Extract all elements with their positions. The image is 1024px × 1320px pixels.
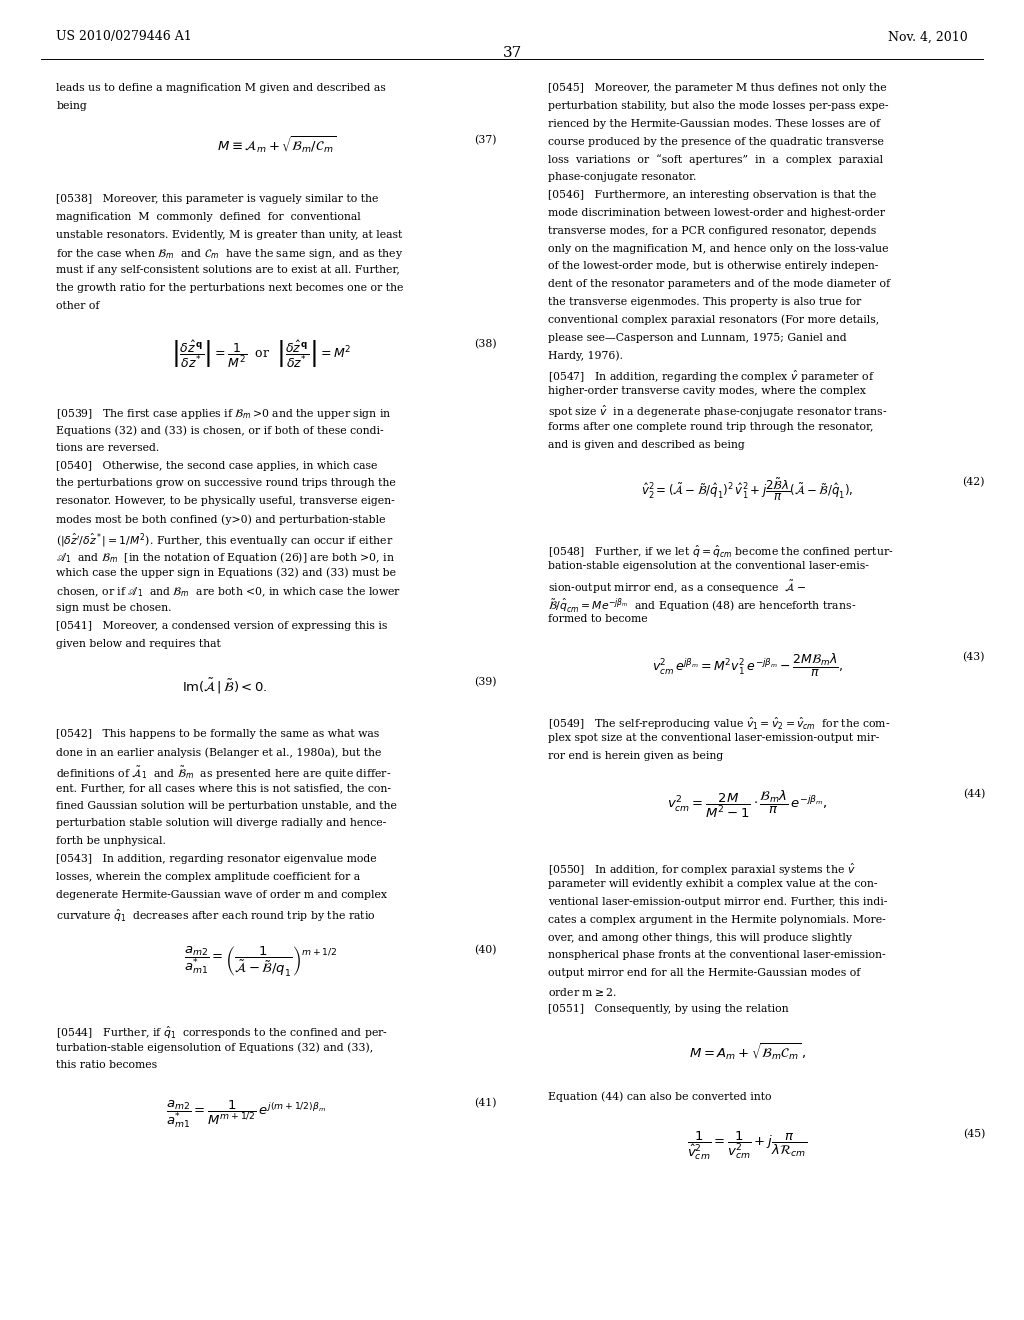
Text: [0548]   Further, if we let $\hat{q}=\hat{q}_{cm}$ become the confined pertur-: [0548] Further, if we let $\hat{q}=\hat{… xyxy=(548,543,894,560)
Text: ventional laser-emission-output mirror end. Further, this indi-: ventional laser-emission-output mirror e… xyxy=(548,896,887,907)
Text: (42): (42) xyxy=(963,477,985,487)
Text: leads us to define a magnification M given and described as: leads us to define a magnification M giv… xyxy=(56,83,386,94)
Text: magnification  M  commonly  defined  for  conventional: magnification M commonly defined for con… xyxy=(56,211,361,222)
Text: the transverse eigenmodes. This property is also true for: the transverse eigenmodes. This property… xyxy=(548,297,861,308)
Text: higher-order transverse cavity modes, where the complex: higher-order transverse cavity modes, wh… xyxy=(548,385,865,396)
Text: phase-conjugate resonator.: phase-conjugate resonator. xyxy=(548,172,696,182)
Text: over, and among other things, this will produce slightly: over, and among other things, this will … xyxy=(548,932,852,942)
Text: perturbation stable solution will diverge radially and hence-: perturbation stable solution will diverg… xyxy=(56,818,387,829)
Text: unstable resonators. Evidently, M is greater than unity, at least: unstable resonators. Evidently, M is gre… xyxy=(56,230,402,240)
Text: degenerate Hermite-Gaussian wave of order m and complex: degenerate Hermite-Gaussian wave of orde… xyxy=(56,890,387,900)
Text: $\tilde{\mathcal{B}}/\hat{q}_{cm}^{\,}=Me^{-j\beta_m}$  and Equation (48) are he: $\tilde{\mathcal{B}}/\hat{q}_{cm}^{\,}=M… xyxy=(548,597,856,615)
Text: conventional complex paraxial resonators (For more details,: conventional complex paraxial resonators… xyxy=(548,314,879,326)
Text: [0551]   Consequently, by using the relation: [0551] Consequently, by using the relati… xyxy=(548,1003,788,1014)
Text: ent. Further, for all cases where this is not satisfied, the con-: ent. Further, for all cases where this i… xyxy=(56,783,391,793)
Text: Hardy, 1976).: Hardy, 1976). xyxy=(548,350,623,362)
Text: bation-stable eigensolution at the conventional laser-emis-: bation-stable eigensolution at the conve… xyxy=(548,561,868,572)
Text: must if any self-consistent solutions are to exist at all. Further,: must if any self-consistent solutions ar… xyxy=(56,265,400,276)
Text: [0546]   Furthermore, an interesting observation is that the: [0546] Furthermore, an interesting obser… xyxy=(548,190,877,201)
Text: [0544]   Further, if $\hat{q}_1$  corresponds to the confined and per-: [0544] Further, if $\hat{q}_1$ correspon… xyxy=(56,1024,388,1040)
Text: $M \equiv \mathcal{A}_m + \sqrt{\mathcal{B}_m/\mathcal{C}_m}$: $M \equiv \mathcal{A}_m + \sqrt{\mathcal… xyxy=(217,135,336,156)
Text: mode discrimination between lowest-order and highest-order: mode discrimination between lowest-order… xyxy=(548,207,885,218)
Text: Equations (32) and (33) is chosen, or if both of these condi-: Equations (32) and (33) is chosen, or if… xyxy=(56,425,384,436)
Text: (41): (41) xyxy=(474,1097,497,1107)
Text: [0547]   In addition, regarding the complex $\hat{v}$ parameter of: [0547] In addition, regarding the comple… xyxy=(548,368,874,384)
Text: plex spot size at the conventional laser-emission-output mir-: plex spot size at the conventional laser… xyxy=(548,733,879,743)
Text: $M = A_m + \sqrt{\mathcal{B}_m\mathcal{C}_m}\,,$: $M = A_m + \sqrt{\mathcal{B}_m\mathcal{C… xyxy=(689,1041,806,1063)
Text: forth be unphysical.: forth be unphysical. xyxy=(56,836,166,846)
Text: [0550]   In addition, for complex paraxial systems the $\hat{v}$: [0550] In addition, for complex paraxial… xyxy=(548,861,855,878)
Text: [0543]   In addition, regarding resonator eigenvalue mode: [0543] In addition, regarding resonator … xyxy=(56,854,377,865)
Text: only on the magnification M, and hence only on the loss-value: only on the magnification M, and hence o… xyxy=(548,243,889,253)
Text: transverse modes, for a PCR configured resonator, depends: transverse modes, for a PCR configured r… xyxy=(548,226,877,236)
Text: $\dfrac{a_{m2}}{a_{m1}^{*}} = \dfrac{1}{M^{m+1/2}}\,e^{j(m+1/2)\beta_m}$: $\dfrac{a_{m2}}{a_{m1}^{*}} = \dfrac{1}{… xyxy=(166,1097,326,1130)
Text: ror end is herein given as being: ror end is herein given as being xyxy=(548,751,723,762)
Text: fined Gaussian solution will be perturbation unstable, and the: fined Gaussian solution will be perturba… xyxy=(56,800,397,810)
Text: [0539]   The first case applies if $\mathcal{B}_m\,$>0 and the upper sign in: [0539] The first case applies if $\mathc… xyxy=(56,407,392,421)
Text: which case the upper sign in Equations (32) and (33) must be: which case the upper sign in Equations (… xyxy=(56,568,396,578)
Text: $\hat{v}_2^2 = (\tilde{\mathcal{A}}-\tilde{\mathcal{B}}/\hat{q}_1^{\,})^2\,\hat{: $\hat{v}_2^2 = (\tilde{\mathcal{A}}-\til… xyxy=(641,477,854,503)
Text: $\mathscr{A}_1$  and $\mathcal{B}_m$  [in the notation of Equation (26)] are bot: $\mathscr{A}_1$ and $\mathcal{B}_m$ [in … xyxy=(56,549,395,565)
Text: done in an earlier analysis (Belanger et al., 1980a), but the: done in an earlier analysis (Belanger et… xyxy=(56,747,382,758)
Text: (44): (44) xyxy=(963,788,985,799)
Text: being: being xyxy=(56,100,87,111)
Text: (39): (39) xyxy=(474,676,497,686)
Text: output mirror end for all the Hermite-Gaussian modes of: output mirror end for all the Hermite-Ga… xyxy=(548,968,860,978)
Text: cates a complex argument in the Hermite polynomials. More-: cates a complex argument in the Hermite … xyxy=(548,915,886,925)
Text: formed to become: formed to become xyxy=(548,614,647,624)
Text: for the case when $\mathcal{B}_m$  and $\mathcal{C}_m$  have the same sign, and : for the case when $\mathcal{B}_m$ and $\… xyxy=(56,247,403,261)
Text: [0538]   Moreover, this parameter is vaguely similar to the: [0538] Moreover, this parameter is vague… xyxy=(56,194,379,205)
Text: and is given and described as being: and is given and described as being xyxy=(548,440,744,450)
Text: ($|\delta\hat{z}'/\delta\hat{z}^*|=1/M^2$). Further, this eventually can occur i: ($|\delta\hat{z}'/\delta\hat{z}^*|=1/M^2… xyxy=(56,532,393,550)
Text: nonspherical phase fronts at the conventional laser-emission-: nonspherical phase fronts at the convent… xyxy=(548,950,886,961)
Text: sign must be chosen.: sign must be chosen. xyxy=(56,603,172,614)
Text: please see—Casperson and Lunnam, 1975; Ganiel and: please see—Casperson and Lunnam, 1975; G… xyxy=(548,333,847,343)
Text: forms after one complete round trip through the resonator,: forms after one complete round trip thro… xyxy=(548,421,873,432)
Text: modes most be both confined (y>0) and perturbation-stable: modes most be both confined (y>0) and pe… xyxy=(56,513,386,525)
Text: the perturbations grow on successive round trips through the: the perturbations grow on successive rou… xyxy=(56,478,396,488)
Text: loss  variations  or  “soft  apertures”  in  a  complex  paraxial: loss variations or “soft apertures” in a… xyxy=(548,154,883,165)
Text: perturbation stability, but also the mode losses per-pass expe-: perturbation stability, but also the mod… xyxy=(548,100,889,111)
Text: [0540]   Otherwise, the second case applies, in which case: [0540] Otherwise, the second case applie… xyxy=(56,461,378,471)
Text: Nov. 4, 2010: Nov. 4, 2010 xyxy=(888,30,968,44)
Text: turbation-stable eigensolution of Equations (32) and (33),: turbation-stable eigensolution of Equati… xyxy=(56,1041,374,1053)
Text: [0549]   The self-reproducing value $\hat{v}_1=\hat{v}_2=\hat{v}_{cm}$  for the : [0549] The self-reproducing value $\hat{… xyxy=(548,715,890,731)
Text: [0545]   Moreover, the parameter M thus defines not only the: [0545] Moreover, the parameter M thus de… xyxy=(548,83,887,94)
Text: rienced by the Hermite-Gaussian modes. These losses are of: rienced by the Hermite-Gaussian modes. T… xyxy=(548,119,880,129)
Text: course produced by the presence of the quadratic transverse: course produced by the presence of the q… xyxy=(548,136,884,147)
Text: losses, wherein the complex amplitude coefficient for a: losses, wherein the complex amplitude co… xyxy=(56,871,360,882)
Text: resonator. However, to be physically useful, transverse eigen-: resonator. However, to be physically use… xyxy=(56,496,395,507)
Text: $v_{cm}^2\,e^{j\beta_m} = M^2v_1^2\,e^{-j\beta_m} - \dfrac{2M\mathcal{B}_m\lambd: $v_{cm}^2\,e^{j\beta_m} = M^2v_1^2\,e^{-… xyxy=(652,652,843,678)
Text: $\dfrac{1}{\hat{v}_{cm}^2} = \dfrac{1}{v_{cm}^2} + j\dfrac{\pi}{\lambda\mathcal{: $\dfrac{1}{\hat{v}_{cm}^2} = \dfrac{1}{v… xyxy=(687,1129,808,1162)
Text: (37): (37) xyxy=(474,135,497,145)
Text: $\dfrac{a_{m2}}{a_{m1}^{*}} = \left(\dfrac{1}{\tilde{\mathcal{A}}-\tilde{\mathca: $\dfrac{a_{m2}}{a_{m1}^{*}} = \left(\dfr… xyxy=(184,945,338,979)
Text: dent of the resonator parameters and of the mode diameter of: dent of the resonator parameters and of … xyxy=(548,279,890,289)
Text: sion-output mirror end, as a consequence  $\tilde{\mathcal{A}}-$: sion-output mirror end, as a consequence… xyxy=(548,578,806,595)
Text: the growth ratio for the perturbations next becomes one or the: the growth ratio for the perturbations n… xyxy=(56,282,403,293)
Text: given below and requires that: given below and requires that xyxy=(56,639,221,649)
Text: definitions of $\tilde{\mathcal{A}}_1$  and $\tilde{\mathcal{B}}_m$  as presente: definitions of $\tilde{\mathcal{A}}_1$ a… xyxy=(56,764,391,781)
Text: Equation (44) can also be converted into: Equation (44) can also be converted into xyxy=(548,1092,771,1102)
Text: US 2010/0279446 A1: US 2010/0279446 A1 xyxy=(56,30,193,44)
Text: order m$\geq$2.: order m$\geq$2. xyxy=(548,986,616,998)
Text: curvature $\hat{q}_1$  decreases after each round trip by the ratio: curvature $\hat{q}_1$ decreases after ea… xyxy=(56,907,376,924)
Text: this ratio becomes: this ratio becomes xyxy=(56,1060,158,1071)
Text: $v_{cm}^2 = \dfrac{2M}{M^2-1}\cdot\dfrac{\mathcal{B}_m\lambda}{\pi}\,e^{-j\beta_: $v_{cm}^2 = \dfrac{2M}{M^2-1}\cdot\dfrac… xyxy=(668,788,827,820)
Text: [0541]   Moreover, a condensed version of expressing this is: [0541] Moreover, a condensed version of … xyxy=(56,620,388,631)
Text: (38): (38) xyxy=(474,338,497,348)
Text: of the lowest-order mode, but is otherwise entirely indepen-: of the lowest-order mode, but is otherwi… xyxy=(548,261,879,272)
Text: (45): (45) xyxy=(963,1129,985,1139)
Text: other of: other of xyxy=(56,301,99,312)
Text: chosen, or if $\mathscr{A}_1$  and $\mathcal{B}_m$  are both <0, in which case t: chosen, or if $\mathscr{A}_1$ and $\math… xyxy=(56,585,401,599)
Text: (43): (43) xyxy=(963,652,985,663)
Text: tions are reversed.: tions are reversed. xyxy=(56,442,160,453)
Text: (40): (40) xyxy=(474,945,497,956)
Text: parameter will evidently exhibit a complex value at the con-: parameter will evidently exhibit a compl… xyxy=(548,879,878,890)
Text: [0542]   This happens to be formally the same as what was: [0542] This happens to be formally the s… xyxy=(56,729,380,739)
Text: 37: 37 xyxy=(503,46,521,61)
Text: $\left|\dfrac{\delta\hat{z}^{\,\mathbf{q}}}{\delta z^{*}}\right| = \dfrac{1}{M^2: $\left|\dfrac{\delta\hat{z}^{\,\mathbf{q… xyxy=(171,338,351,370)
Text: spot size $\hat{v}$  in a degenerate phase-conjugate resonator trans-: spot size $\hat{v}$ in a degenerate phas… xyxy=(548,404,888,420)
Text: $\mathrm{Im}(\tilde{\mathcal{A}}\,|\,\tilde{\mathcal{B}}) < 0.$: $\mathrm{Im}(\tilde{\mathcal{A}}\,|\,\ti… xyxy=(182,676,268,696)
